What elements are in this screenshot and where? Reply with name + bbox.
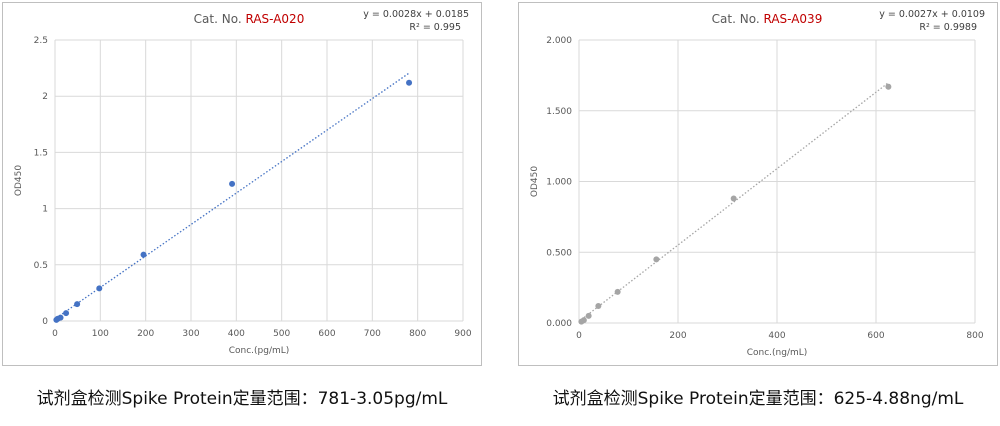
x-tick-label: 300	[182, 329, 199, 339]
data-point	[595, 303, 602, 310]
standard-curve-chart-right: Cat. No. RAS-A039 y = 0.0027x + 0.0109 R² …	[530, 9, 985, 358]
x-tick-label: 800	[409, 329, 426, 339]
data-point	[885, 83, 892, 90]
data-point	[653, 256, 660, 263]
y-tick-label: 2.000	[546, 36, 572, 46]
chart-frame-left: Cat. No. RAS-A020 y = 0.0028x + 0.0185 R² …	[2, 2, 482, 366]
r-squared-value: R² = 0.995	[409, 22, 461, 33]
data-point	[140, 251, 147, 258]
x-tick-label: 400	[768, 331, 785, 341]
chart-title: Cat. No. RAS-A039	[712, 12, 823, 26]
trendline-equation: y = 0.0027x + 0.0109	[879, 9, 985, 20]
standard-curve-chart-left: Cat. No. RAS-A020 y = 0.0028x + 0.0185 R² …	[14, 9, 472, 356]
y-tick-label: 1	[42, 205, 48, 215]
data-point	[614, 288, 621, 295]
catalog-number: RAS-A020	[245, 12, 304, 26]
x-tick-label: 0	[52, 329, 58, 339]
data-point	[74, 301, 81, 308]
data-point	[730, 195, 737, 202]
y-tick-label: 0.000	[546, 319, 572, 329]
x-tick-label: 200	[669, 331, 686, 341]
x-axis-title: Conc.(pg/mL)	[229, 346, 290, 356]
chart-title-prefix: Cat. No.	[712, 12, 764, 26]
data-point	[96, 285, 103, 292]
chart-panel-right: Cat. No. RAS-A039 y = 0.0027x + 0.0109 R² …	[516, 0, 1000, 426]
y-tick-label: 0	[42, 317, 48, 327]
chart-panel-left: Cat. No. RAS-A020 y = 0.0028x + 0.0185 R² …	[0, 0, 484, 426]
detection-range-caption-left: 试剂盒检测Spike Protein定量范围：781-3.05pg/mL	[36, 389, 448, 409]
x-tick-label: 0	[576, 331, 582, 341]
y-tick-label: 0.5	[34, 261, 48, 271]
y-axis-title: OD450	[530, 166, 540, 197]
x-tick-label: 900	[454, 329, 471, 339]
y-tick-label: 1.500	[546, 107, 572, 117]
y-tick-label: 1.5	[34, 148, 48, 158]
detection-range-caption-right: 试剂盒检测Spike Protein定量范围：625-4.88ng/mL	[552, 389, 964, 409]
data-point	[578, 318, 585, 325]
y-tick-label: 0.500	[546, 248, 572, 258]
x-tick-label: 100	[92, 329, 109, 339]
data-point	[53, 316, 60, 323]
y-tick-label: 2	[42, 92, 48, 102]
data-point	[585, 312, 592, 319]
chart-title-prefix: Cat. No.	[194, 12, 246, 26]
chart-frame-right: Cat. No. RAS-A039 y = 0.0027x + 0.0109 R² …	[518, 2, 998, 366]
x-tick-label: 600	[318, 329, 335, 339]
x-tick-label: 700	[364, 329, 381, 339]
x-axis-title: Conc.(ng/mL)	[747, 348, 808, 358]
linear-trendline	[56, 72, 410, 319]
y-axis-title: OD450	[14, 165, 24, 196]
chart-title: Cat. No. RAS-A020	[194, 12, 305, 26]
r-squared-value: R² = 0.9989	[919, 22, 977, 33]
trendline-equation: y = 0.0028x + 0.0185	[363, 9, 469, 20]
data-point	[63, 310, 70, 317]
x-tick-label: 500	[273, 329, 290, 339]
data-point	[229, 180, 236, 187]
y-tick-label: 1.000	[546, 178, 572, 188]
x-tick-label: 200	[137, 329, 154, 339]
x-tick-label: 800	[966, 331, 983, 341]
x-tick-label: 400	[228, 329, 245, 339]
catalog-number: RAS-A039	[763, 12, 822, 26]
x-tick-label: 600	[867, 331, 884, 341]
y-tick-label: 2.5	[34, 36, 48, 46]
data-point	[406, 79, 413, 86]
